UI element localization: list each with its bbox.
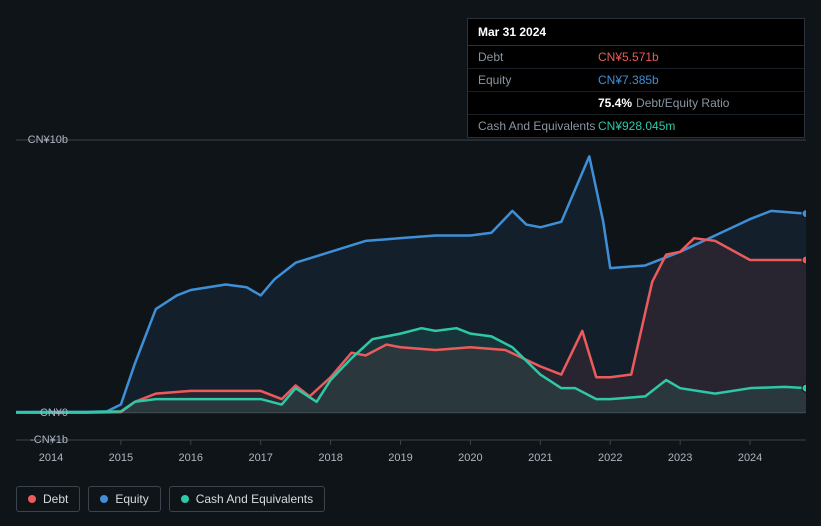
tooltip-row-value: CN¥5.571b xyxy=(598,50,794,64)
legend-item[interactable]: Equity xyxy=(88,486,160,512)
legend-item[interactable]: Cash And Equivalents xyxy=(169,486,325,512)
legend-swatch xyxy=(181,495,189,503)
y-tick-label: -CN¥1b xyxy=(30,434,68,446)
tooltip-row: DebtCN¥5.571b xyxy=(468,46,804,69)
chart-legend: Debt Equity Cash And Equivalents xyxy=(16,486,325,512)
tooltip-row-value: CN¥7.385b xyxy=(598,73,794,87)
y-tick-label: CN¥0 xyxy=(40,407,68,419)
legend-label: Debt xyxy=(43,492,68,506)
tooltip-row-label: Debt xyxy=(478,50,598,64)
tooltip-row-suffix: Debt/Equity Ratio xyxy=(636,96,729,110)
legend-swatch xyxy=(100,495,108,503)
x-tick-label: 2014 xyxy=(39,452,63,464)
tooltip-row: EquityCN¥7.385b xyxy=(468,69,804,92)
tooltip-row-value: 75.4%Debt/Equity Ratio xyxy=(598,96,794,110)
chart-plot-area xyxy=(16,120,806,470)
legend-item[interactable]: Debt xyxy=(16,486,80,512)
x-tick-label: 2015 xyxy=(109,452,133,464)
y-tick-label: CN¥10b xyxy=(28,134,68,146)
x-tick-label: 2016 xyxy=(179,452,203,464)
x-tick-label: 2020 xyxy=(458,452,482,464)
tooltip-row-label xyxy=(478,96,598,110)
tooltip-row: 75.4%Debt/Equity Ratio xyxy=(468,92,804,115)
x-tick-label: 2022 xyxy=(598,452,622,464)
x-tick-label: 2019 xyxy=(388,452,412,464)
tooltip-date: Mar 31 2024 xyxy=(468,19,804,46)
x-tick-label: 2024 xyxy=(738,452,762,464)
x-tick-label: 2017 xyxy=(248,452,272,464)
tooltip-row-label: Equity xyxy=(478,73,598,87)
legend-swatch xyxy=(28,495,36,503)
x-tick-label: 2023 xyxy=(668,452,692,464)
x-tick-label: 2018 xyxy=(318,452,342,464)
legend-label: Cash And Equivalents xyxy=(196,492,313,506)
financials-chart: CN¥10b CN¥0 -CN¥1b 2014 2015 2016 2017 2018 201… xyxy=(16,120,806,470)
legend-label: Equity xyxy=(115,492,148,506)
x-tick-label: 2021 xyxy=(528,452,552,464)
